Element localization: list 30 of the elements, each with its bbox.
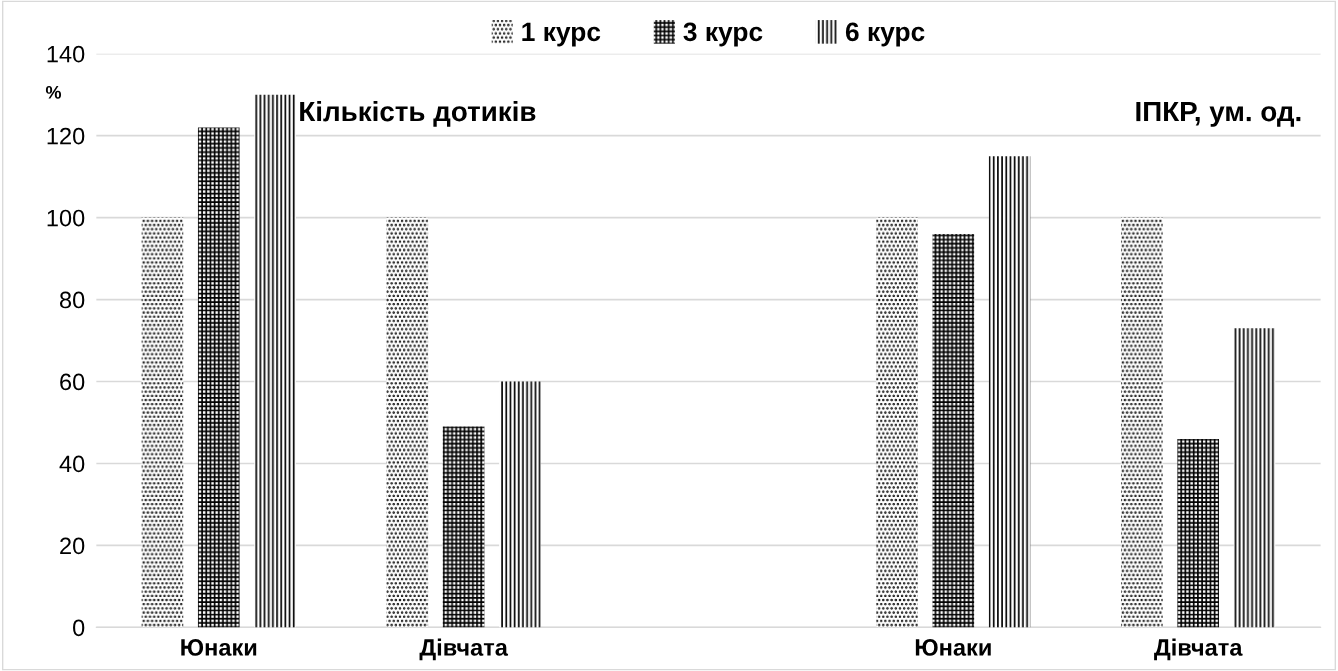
legend-label: 6 курс bbox=[845, 22, 925, 47]
annotation: ІПКР, ум. од. bbox=[1136, 101, 1301, 127]
bar bbox=[876, 217, 918, 628]
bar bbox=[197, 127, 240, 628]
bar bbox=[1233, 328, 1276, 628]
y-tick-label: 80 bbox=[59, 291, 85, 309]
x-tick-label: Дівчата bbox=[1154, 638, 1243, 661]
bar bbox=[988, 156, 1031, 628]
y-tick-label: 60 bbox=[60, 373, 85, 391]
y-axis-title: % bbox=[45, 85, 62, 99]
bar bbox=[1177, 438, 1219, 628]
bar bbox=[1121, 217, 1163, 628]
bar bbox=[932, 233, 975, 628]
bar bbox=[254, 94, 296, 628]
x-tick-label: Юнаки bbox=[181, 639, 257, 656]
y-tick-label: 40 bbox=[59, 455, 85, 473]
bar bbox=[386, 217, 429, 628]
y-tick-label: 140 bbox=[47, 45, 85, 63]
y-tick-label: 100 bbox=[47, 209, 85, 227]
x-tick-label: Дівчата bbox=[419, 638, 509, 661]
y-tick-label: 0 bbox=[73, 619, 85, 637]
annotation: Кількість дотиків bbox=[300, 100, 536, 127]
bar bbox=[499, 381, 541, 628]
bar bbox=[141, 217, 184, 628]
legend-label: 3 курс bbox=[683, 22, 763, 47]
legend-label: 1 курс bbox=[522, 22, 601, 47]
y-tick-label: 20 bbox=[60, 537, 85, 555]
x-tick-label: Юнаки bbox=[915, 639, 991, 656]
y-tick-label: 120 bbox=[47, 127, 85, 145]
bar bbox=[442, 426, 485, 628]
